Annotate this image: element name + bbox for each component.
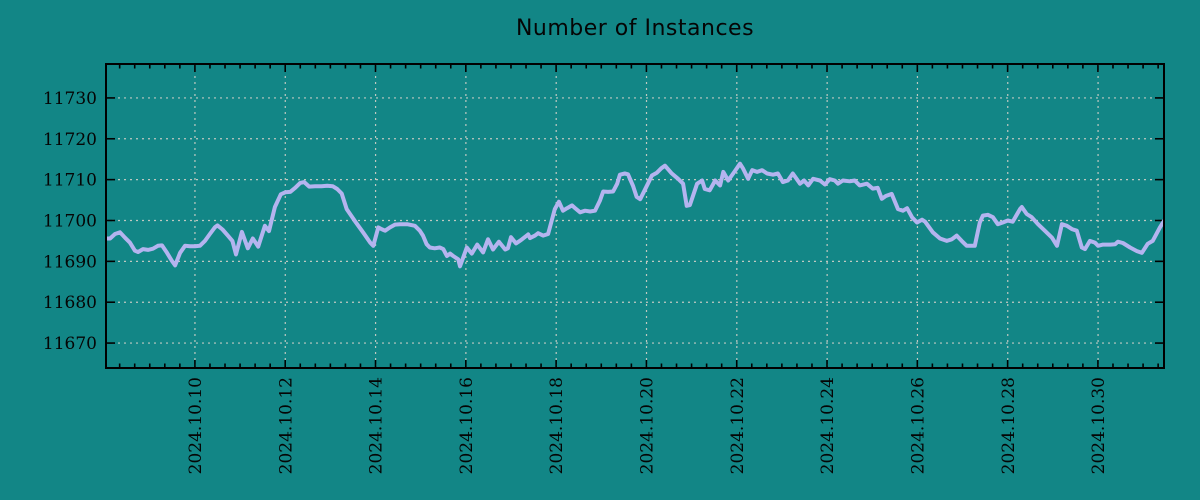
chart-title: Number of Instances xyxy=(515,16,755,41)
y-tick-label: 11700 xyxy=(43,211,97,231)
x-tick-label: 2024.10.20 xyxy=(638,377,658,474)
x-tick-label: 2024.10.28 xyxy=(999,377,1019,474)
x-tick-label: 2024.10.26 xyxy=(908,377,928,474)
y-tick-label: 11670 xyxy=(43,334,97,354)
y-tick-label: 11680 xyxy=(43,293,97,313)
y-tick-label: 11710 xyxy=(43,171,97,191)
x-tick-label: 2024.10.30 xyxy=(1089,377,1109,474)
x-tick-label: 2024.10.14 xyxy=(367,377,387,474)
y-tick-label: 11690 xyxy=(43,252,97,272)
axis-ticks xyxy=(106,64,1164,368)
grid-lines xyxy=(106,64,1164,368)
y-tick-label: 11730 xyxy=(43,89,97,109)
x-tick-label: 2024.10.18 xyxy=(547,377,567,474)
data-series-line xyxy=(106,161,1164,269)
y-tick-label: 11720 xyxy=(43,130,97,150)
x-tick-label: 2024.10.16 xyxy=(457,377,477,474)
x-tick-label: 2024.10.10 xyxy=(186,377,206,474)
x-tick-label: 2024.10.24 xyxy=(818,377,838,474)
tick-labels: 11670 11680 11690 11700 11710 11720 11730 2024.… xyxy=(43,89,1109,474)
plot-frame xyxy=(105,63,1165,369)
x-tick-label: 2024.10.12 xyxy=(276,377,296,474)
x-tick-label: 2024.10.22 xyxy=(728,377,748,474)
